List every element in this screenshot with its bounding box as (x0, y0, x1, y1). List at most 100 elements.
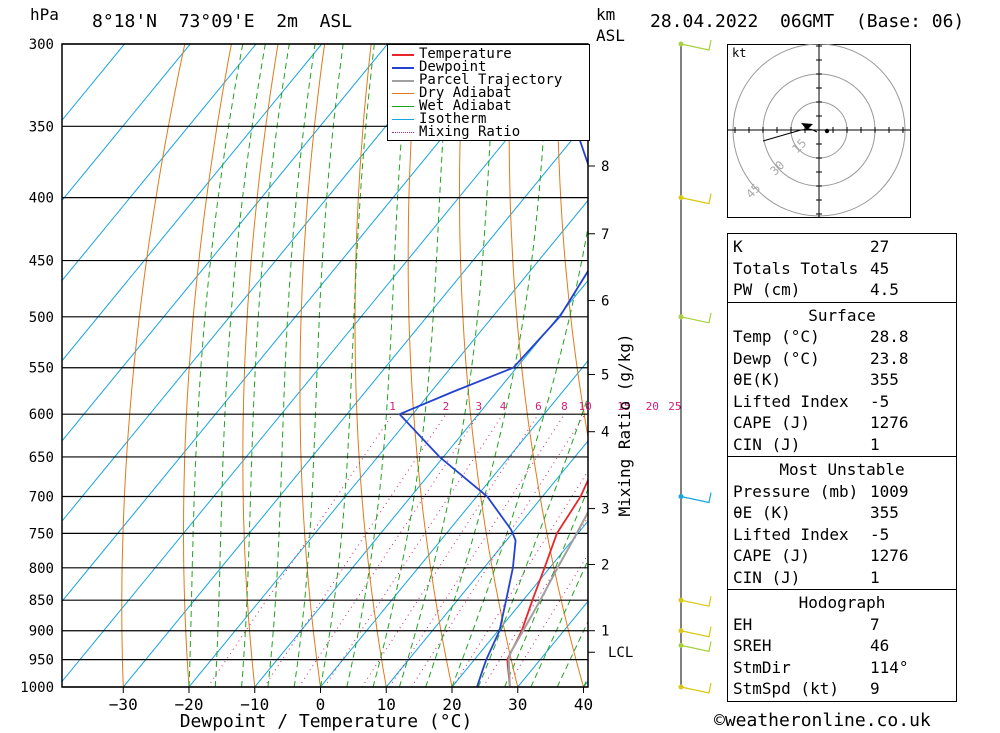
isotherm-line (62, 44, 454, 522)
dry-adiabat-line (354, 44, 387, 687)
pressure-unit-label: hPa (30, 5, 59, 24)
km-tick-label: 3 (601, 502, 609, 518)
km-tick-label: 7 (601, 227, 609, 243)
hodograph-unit: kt (732, 46, 746, 60)
unstable-row-theta-e: θE (K) 355 (733, 503, 899, 522)
isotherm-line (62, 44, 586, 683)
hodograph-row-eh: EH 7 (733, 614, 880, 634)
pressure-tick-label: 450 (29, 254, 54, 270)
mixing-ratio-label: 10 (578, 400, 591, 413)
hodograph-row-stmspd: StmSpd (kt) 9 (733, 679, 880, 698)
mixing-ratio-label: 15 (617, 400, 630, 413)
index-row-totals: Totals Totals 45 (733, 258, 890, 278)
unstable-indices: Most Unstable Pressure (mb) 1009 θE (K) 35… (728, 457, 956, 590)
wet-adiabat-line (214, 44, 266, 687)
general-indices: K 27 Totals Totals 45 PW (cm) 4.5 (728, 234, 956, 303)
km-tick-label: 8 (601, 159, 609, 175)
pressure-tick-label: 350 (29, 119, 54, 135)
wind-barb-icon (678, 596, 712, 607)
wind-barb-icon (678, 39, 712, 51)
km-tick-label: 4 (601, 425, 609, 441)
parcel-trajectory (507, 510, 588, 687)
hodograph-row-sreh: SREH 46 (733, 636, 890, 655)
mixing-ratio-label: 1 (389, 400, 396, 413)
mixing-ratio-label: 2 (443, 400, 450, 413)
mixing-ratio-line (361, 413, 539, 687)
wet-adiabat-line (477, 395, 588, 687)
location-label: 8°18'N 73°09'E 2m ASL (92, 11, 353, 32)
isotherm-line (188, 199, 588, 687)
isotherm-line (62, 44, 323, 362)
asl-label: ASL (596, 26, 625, 45)
x-tick-label: 30 (508, 695, 527, 714)
pressure-tick-label: 700 (29, 490, 54, 506)
pressure-tick-label: 400 (29, 191, 54, 207)
unstable-row-cin: CIN (J) 1 (733, 567, 880, 587)
surface-row-cape: CAPE (J) 1276 (733, 413, 909, 432)
surface-row-temp: Temp (°C) 28.8 (733, 327, 909, 346)
pressure-tick-label: 500 (29, 310, 54, 326)
surface-row-lifted: Lifted Index -5 (733, 391, 890, 411)
wind-barb-icon (678, 626, 712, 638)
surface-title: Surface (808, 305, 876, 325)
surface-indices: Surface Temp (°C) 28.8 Dewp (°C) 23.8 θE(K… (728, 303, 956, 457)
pressure-tick-label: 850 (29, 593, 54, 609)
km-label: km (596, 5, 616, 24)
dewpoint-profile (398, 104, 588, 687)
mixing-ratio-label: 25 (668, 400, 681, 413)
hodograph-row-stmdir: StmDir 114° (733, 657, 909, 677)
lcl-label: LCL (608, 645, 633, 661)
x-tick-label: 20 (442, 695, 461, 714)
pressure-tick-label: 300 (29, 37, 54, 53)
wind-barb-icon (678, 682, 712, 694)
hodograph-panel: kt 15 30 45 (727, 44, 911, 218)
pressure-tick-label: 1000 (20, 680, 54, 696)
km-tick-label: 5 (601, 367, 609, 383)
wet-adiabat-line (504, 487, 588, 687)
isotherm-line (254, 279, 588, 687)
hodograph-storm-dot (824, 128, 830, 134)
wet-adiabat-line (530, 558, 588, 687)
mixing-ratio-label: 6 (535, 400, 542, 413)
mixing-ratio-label: 4 (500, 400, 507, 413)
isotherm-line (320, 359, 588, 687)
x-tick-label: 40 (574, 695, 593, 714)
wind-barb-icon (678, 641, 712, 653)
dry-adiabat-line (121, 44, 186, 687)
temperature-profile (506, 478, 588, 687)
km-tick-label: 2 (601, 557, 609, 573)
unstable-row-pressure: Pressure (mb) 1009 (733, 481, 909, 501)
km-tick-label: 1 (601, 624, 609, 640)
x-tick-label: 10 (377, 695, 396, 714)
mixing-ratio-label: 20 (646, 400, 659, 413)
mixing-ratio-axis-title: Mixing Ratio (g/kg) (615, 333, 634, 516)
index-row-pw: PW (cm) 4.5 (733, 280, 899, 299)
pressure-tick-label: 950 (29, 653, 54, 669)
surface-row-cin: CIN (J) 1 (733, 434, 880, 454)
pressure-tick-label: 750 (29, 526, 54, 542)
wet-adiabat-line (293, 44, 344, 687)
mixing-ratio-line (324, 413, 504, 687)
hodograph-trace (762, 128, 818, 142)
mixing-ratio-label: 3 (475, 400, 482, 413)
isotherm-line (385, 440, 588, 687)
surface-row-dewp: Dewp (°C) 23.8 (733, 348, 909, 368)
hodograph-indices: Hodograph EH 7 SREH 46 StmDir 114° StmSpd (… (728, 590, 956, 701)
index-row-k: K 27 (733, 237, 890, 256)
x-tick-label: −10 (240, 695, 269, 714)
x-tick-label: −20 (175, 695, 204, 714)
x-axis-title: Dewpoint / Temperature (°C) (180, 711, 473, 732)
x-tick-label: −30 (109, 695, 138, 714)
wind-barb-icon (678, 312, 712, 324)
hodograph-title: Hodograph (798, 593, 886, 612)
unstable-row-cape: CAPE (J) 1276 (733, 546, 909, 565)
indices-table: K 27 Totals Totals 45 PW (cm) 4.5 Surface T… (727, 233, 957, 702)
pressure-tick-label: 650 (29, 450, 54, 466)
mixing-ratio-label: 8 (561, 400, 568, 413)
isotherm-line (62, 44, 191, 202)
isotherm-line (62, 44, 388, 442)
unstable-row-lifted: Lifted Index -5 (733, 524, 890, 544)
copyright-link[interactable]: ©weatheronline.co.uk (714, 710, 931, 731)
mixing-ratio-line (298, 413, 480, 687)
